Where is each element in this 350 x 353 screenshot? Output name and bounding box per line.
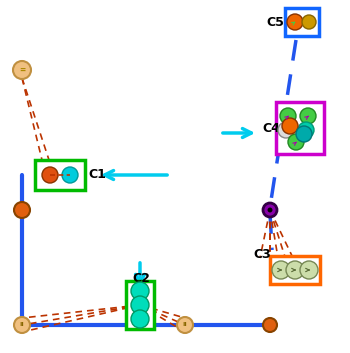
Circle shape [282, 118, 298, 134]
Circle shape [62, 167, 78, 183]
Text: C5: C5 [266, 16, 284, 29]
Circle shape [287, 14, 303, 30]
Circle shape [278, 122, 294, 138]
Circle shape [302, 15, 316, 29]
Circle shape [298, 122, 314, 138]
Circle shape [272, 261, 290, 279]
Circle shape [263, 318, 277, 332]
Bar [276, 102, 324, 154]
Circle shape [267, 208, 272, 213]
Circle shape [288, 134, 304, 150]
Text: II: II [20, 323, 25, 328]
Circle shape [177, 317, 193, 333]
Text: C1: C1 [88, 168, 106, 181]
Text: C2: C2 [132, 273, 150, 286]
Bar [126, 281, 154, 329]
Circle shape [14, 202, 30, 218]
Circle shape [280, 108, 296, 124]
Bar [285, 8, 319, 36]
Text: C4: C4 [262, 121, 280, 134]
Circle shape [131, 296, 149, 314]
Circle shape [286, 261, 304, 279]
Circle shape [13, 61, 31, 79]
Circle shape [14, 317, 30, 333]
Circle shape [300, 261, 318, 279]
Circle shape [296, 126, 312, 142]
Bar [270, 256, 320, 284]
Text: II: II [183, 323, 187, 328]
Circle shape [131, 282, 149, 300]
Bar [35, 160, 85, 190]
Circle shape [263, 203, 277, 217]
Text: C3: C3 [253, 247, 271, 261]
Text: =: = [19, 66, 25, 74]
Circle shape [42, 167, 58, 183]
Circle shape [300, 108, 316, 124]
Circle shape [131, 310, 149, 328]
